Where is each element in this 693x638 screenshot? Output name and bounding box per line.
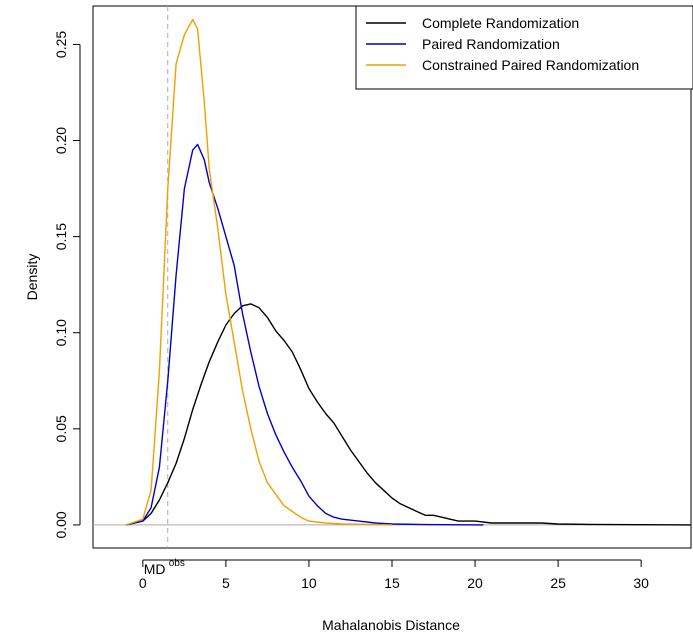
x-axis-label: Mahalanobis Distance [322, 617, 460, 633]
y-tick-label: 0.05 [53, 415, 69, 442]
x-tick-label: 25 [550, 575, 566, 591]
x-tick-label: 15 [384, 575, 400, 591]
y-axis: 0.00 0.05 0.10 0.15 0.20 0.25 [53, 31, 81, 539]
series-line-1 [126, 143, 484, 526]
y-tick-label: 0.20 [53, 127, 69, 154]
x-axis: 0 5 10 15 20 25 30 MD obs [139, 558, 649, 591]
y-tick-label: 0.10 [53, 319, 69, 346]
series-layer [125, 18, 692, 526]
legend-box [355, 5, 693, 90]
x-tick-label: 20 [467, 575, 483, 591]
md-obs-label: MD [144, 561, 166, 577]
y-axis-label: Density [24, 254, 40, 301]
y-tick-label: 0.00 [53, 511, 69, 538]
y-tick-label: 0.25 [53, 31, 69, 58]
series-line-2 [125, 18, 393, 526]
y-tick-label: 0.15 [53, 223, 69, 250]
x-tick-label: 5 [222, 575, 230, 591]
md-obs-superscript: obs [169, 558, 185, 569]
x-tick-label: 30 [633, 575, 649, 591]
legend-label-1: Paired Randomization [422, 36, 560, 52]
x-tick-label: 0 [139, 575, 147, 591]
legend-label-0: Complete Randomization [422, 15, 579, 31]
legend: Complete Randomization Paired Randomizati… [355, 5, 693, 90]
series-line-0 [126, 303, 692, 526]
x-tick-label: 10 [301, 575, 317, 591]
legend-label-2: Constrained Paired Randomization [422, 57, 639, 73]
